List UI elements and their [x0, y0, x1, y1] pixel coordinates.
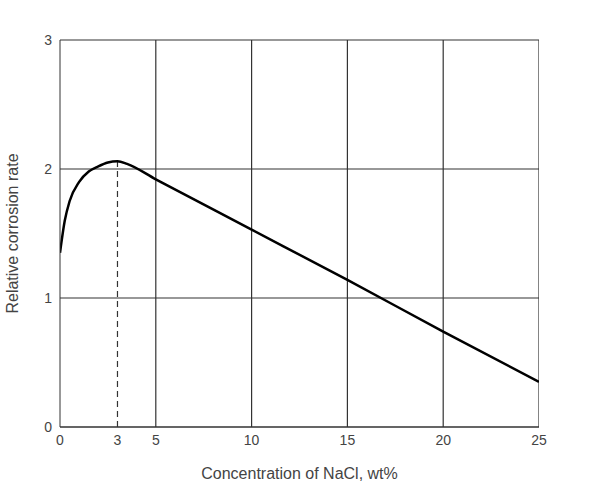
svg-text:0: 0: [56, 432, 64, 448]
svg-text:20: 20: [435, 432, 451, 448]
svg-text:25: 25: [531, 432, 547, 448]
svg-text:1: 1: [44, 290, 52, 306]
svg-text:2: 2: [44, 161, 52, 177]
svg-text:0: 0: [44, 419, 52, 435]
svg-text:10: 10: [244, 432, 260, 448]
svg-text:15: 15: [340, 432, 356, 448]
svg-text:3: 3: [114, 432, 122, 448]
svg-text:Concentration of NaCl, wt%: Concentration of NaCl, wt%: [201, 465, 398, 482]
svg-text:3: 3: [44, 32, 52, 48]
svg-text:5: 5: [152, 432, 160, 448]
svg-text:Relative corrosion rate: Relative corrosion rate: [4, 153, 21, 313]
